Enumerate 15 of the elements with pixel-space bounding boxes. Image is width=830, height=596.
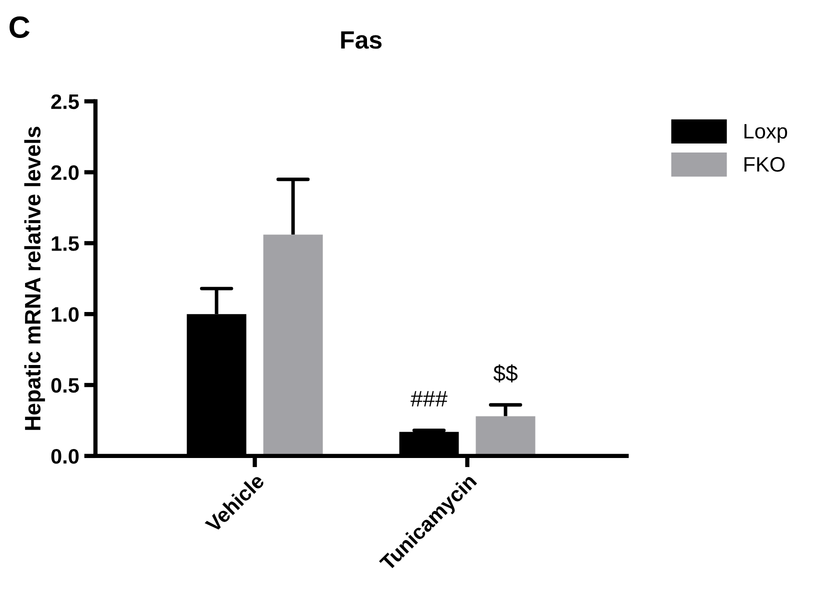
- bar: [476, 416, 536, 456]
- y-tick-label: 1.0: [52, 307, 79, 322]
- legend-label: FKO: [744, 156, 785, 172]
- legend-label: Loxp: [744, 124, 788, 143]
- y-tick-label: 0.0: [51, 448, 79, 464]
- text: C: [10, 16, 30, 38]
- annotation: ###: [410, 391, 448, 406]
- chart-title: Fas: [341, 31, 382, 49]
- y-axis-title: Hepatic mRNA relative levels: [24, 126, 45, 430]
- annotation: $$: [493, 364, 518, 382]
- bar: [263, 234, 323, 456]
- y-tick-label: 2.0: [51, 165, 79, 180]
- y-tick-label: 1.5: [52, 236, 79, 251]
- y-tick-label: 0.5: [51, 378, 79, 393]
- y-tick-label: 2.5: [51, 94, 79, 110]
